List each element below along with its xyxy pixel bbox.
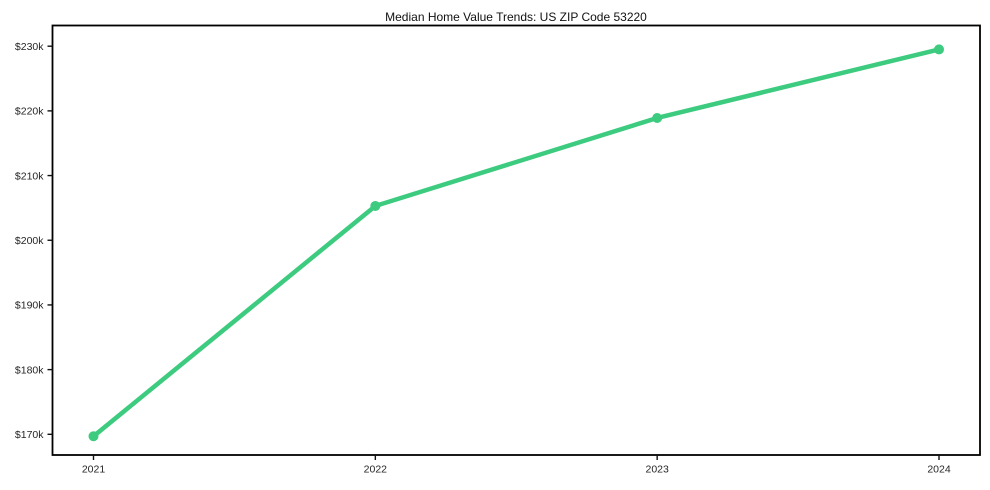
y-tick-label: $230k (15, 41, 44, 53)
x-tick-label: 2023 (645, 464, 669, 476)
x-tick-label: 2022 (364, 464, 388, 476)
plot-border (51, 24, 981, 456)
data-point (88, 431, 99, 442)
y-axis: $170k $180k $190k $200k $210k $220k $230k (15, 41, 53, 441)
data-point (934, 44, 944, 55)
chart-title: Median Home Value Trends: US ZIP Code 53… (385, 10, 647, 24)
x-tick-label: 2021 (82, 464, 106, 476)
chart-line (91, 47, 942, 439)
series-group (88, 44, 944, 442)
data-point (652, 112, 663, 123)
x-tick-label: 2024 (927, 464, 951, 476)
data-point (370, 200, 381, 211)
y-tick-label: $170k (15, 429, 44, 441)
y-tick-label: $200k (15, 235, 44, 247)
x-axis: 2021 2022 2023 2024 (82, 455, 951, 476)
y-tick-label: $190k (15, 300, 44, 312)
y-tick-label: $180k (15, 364, 44, 376)
y-tick-label: $210k (15, 170, 44, 182)
y-tick-label: $220k (15, 106, 44, 118)
